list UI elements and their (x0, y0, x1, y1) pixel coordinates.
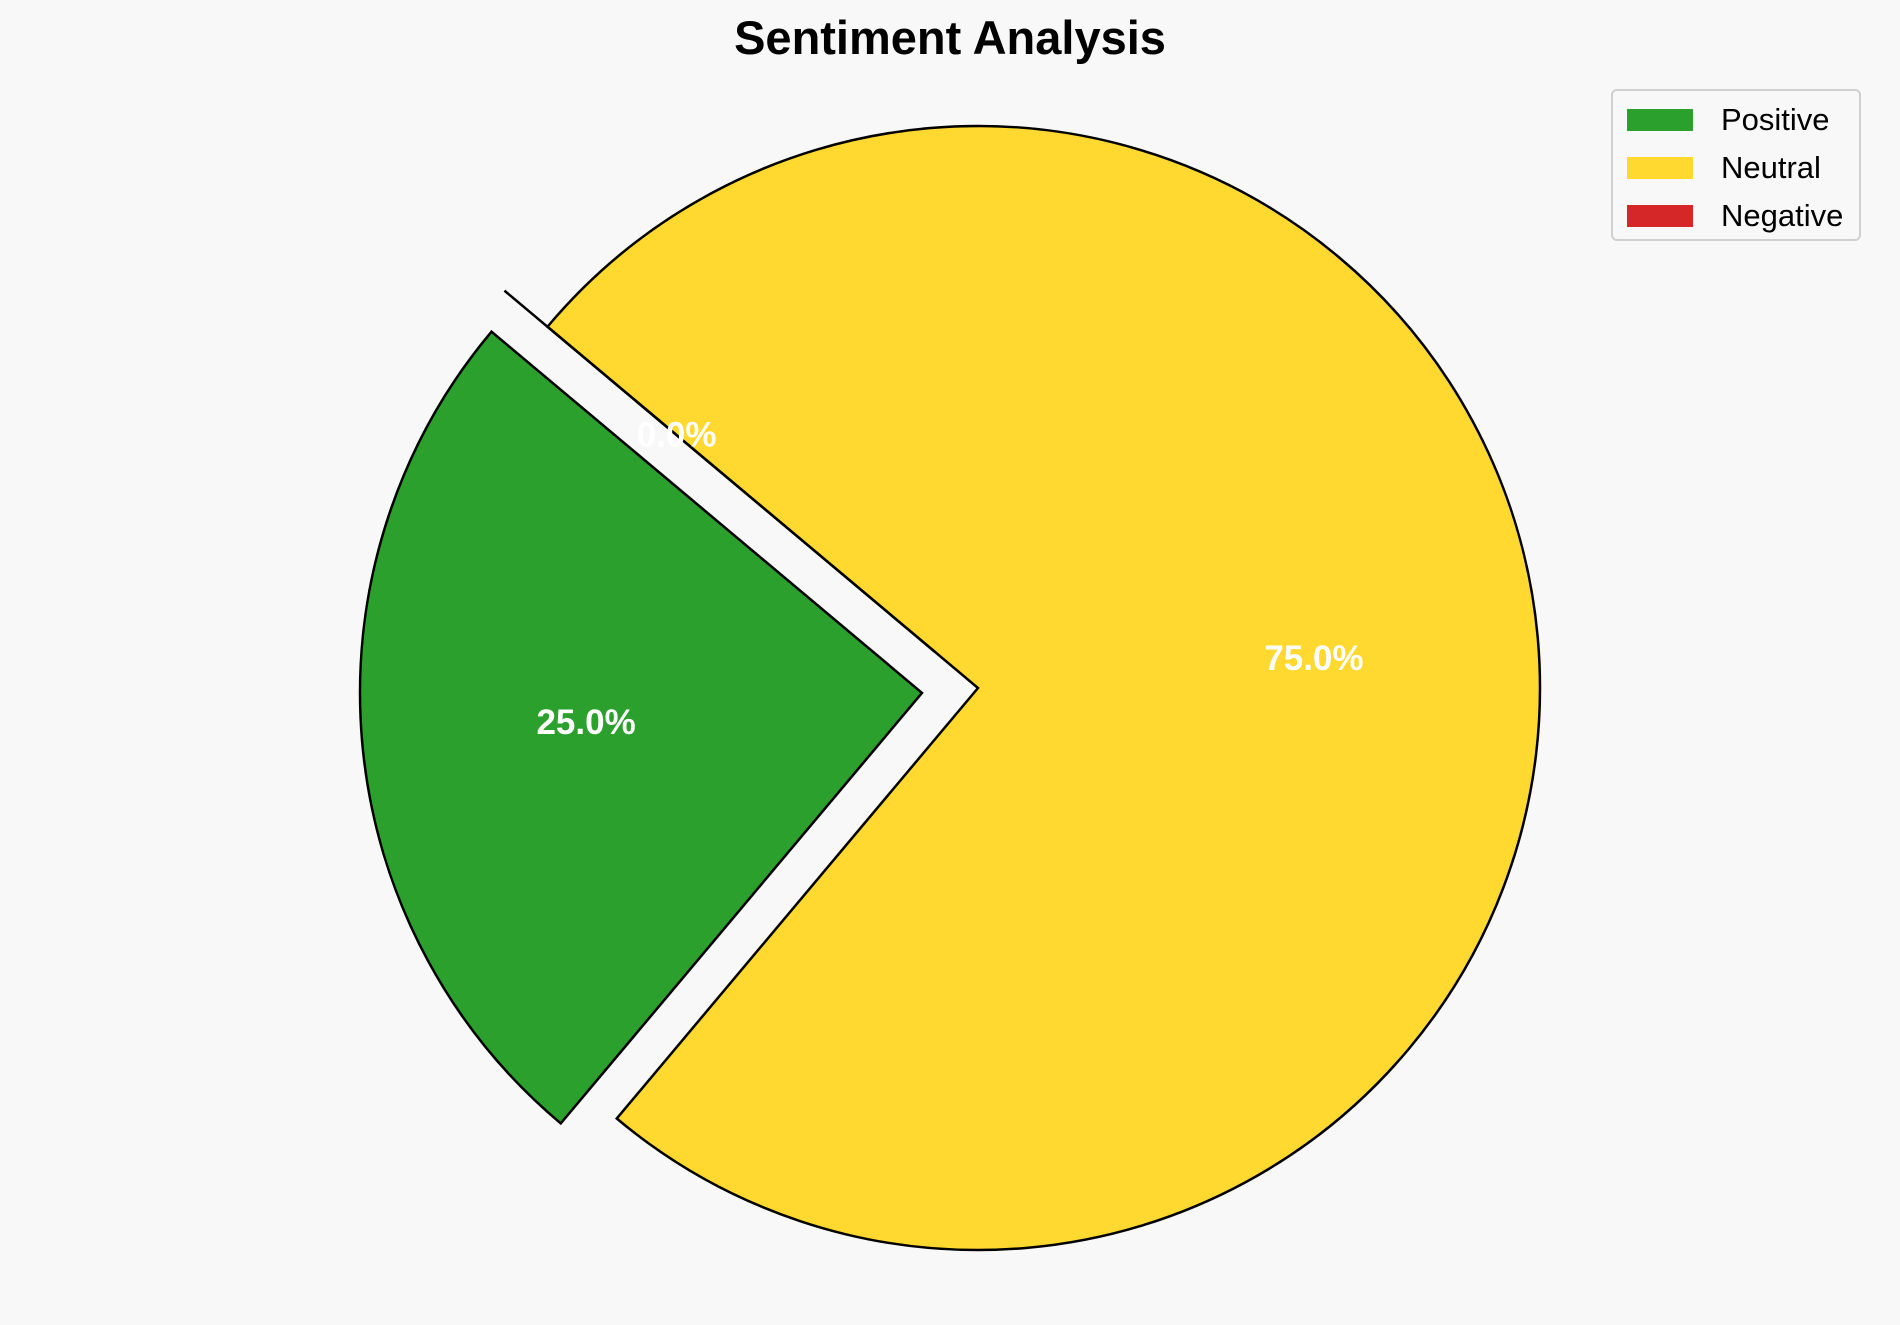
chart-title: Sentiment Analysis (734, 11, 1166, 64)
pie-slice-positive (358, 329, 924, 1126)
legend-label-negative: Negative (1721, 198, 1844, 233)
legend-label-neutral: Neutral (1721, 150, 1821, 185)
legend-swatch-negative (1627, 205, 1693, 227)
pie-slice-neutral (545, 124, 1542, 1252)
legend-swatch-neutral (1627, 157, 1693, 179)
pct-label-positive: 25.0% (536, 703, 635, 742)
legend-item-neutral: Neutral (1627, 150, 1821, 185)
legend-item-negative: Negative (1627, 198, 1844, 233)
pct-label-neutral: 75.0% (1264, 639, 1363, 678)
legend-swatch-positive (1627, 109, 1693, 131)
legend-item-positive: Positive (1627, 102, 1830, 137)
legend-label-positive: Positive (1721, 102, 1830, 137)
pct-label-negative: 0.0% (637, 416, 717, 455)
legend: Positive Neutral Negative (1611, 89, 1861, 241)
